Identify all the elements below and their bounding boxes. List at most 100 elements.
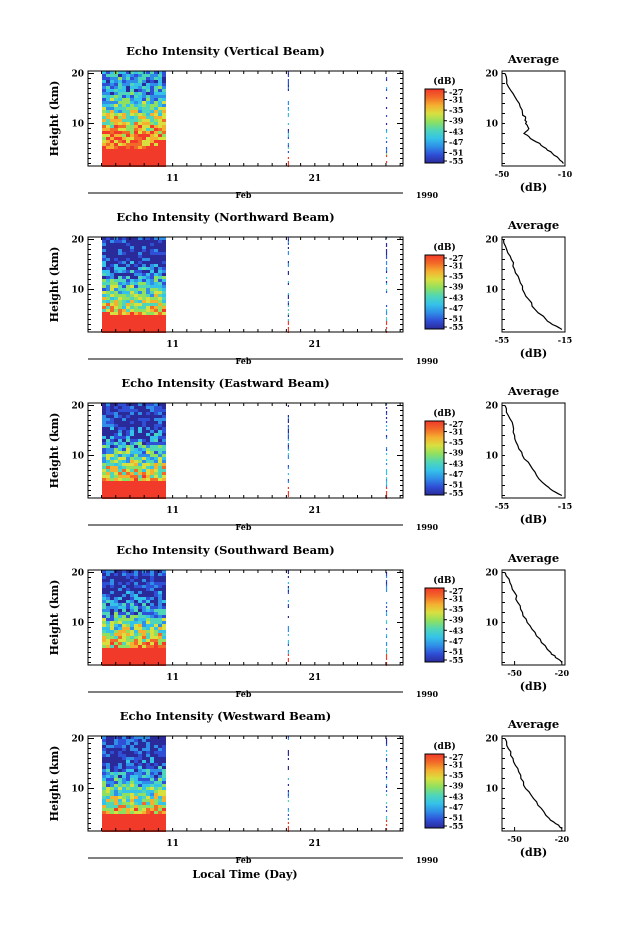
heatmap-streak xyxy=(287,131,290,133)
heatmap-cell xyxy=(122,736,126,739)
heatmap-cell xyxy=(138,107,142,110)
heatmap-cell xyxy=(106,657,110,660)
heatmap-cell xyxy=(106,128,110,131)
heatmap-cell xyxy=(114,745,118,748)
heatmap-cell xyxy=(154,573,158,576)
heatmap-cell xyxy=(158,742,162,745)
heatmap-cell xyxy=(150,576,154,579)
heatmap-cell xyxy=(142,481,146,484)
heatmap-cell xyxy=(162,249,166,252)
heatmap-cell xyxy=(114,442,118,445)
heatmap-cell xyxy=(142,158,146,161)
heatmap-cell xyxy=(134,95,138,98)
heatmap-cell xyxy=(102,439,106,442)
heatmap-cell xyxy=(102,606,106,609)
average-frame xyxy=(501,569,566,666)
heatmap-cell xyxy=(106,406,110,409)
heatmap-cell xyxy=(146,478,150,481)
heatmap-cell xyxy=(154,424,158,427)
heatmap-cell xyxy=(150,152,154,155)
heatmap-cell xyxy=(162,781,166,784)
heatmap-cell xyxy=(110,802,114,805)
heatmap-cell xyxy=(134,119,138,122)
heatmap-cell xyxy=(154,146,158,149)
heatmap-cell xyxy=(122,448,126,451)
heatmap-cell xyxy=(106,427,110,430)
heatmap-cell xyxy=(114,264,118,267)
heatmap-cell xyxy=(162,796,166,799)
heatmap-cell xyxy=(110,104,114,107)
heatmap-streak xyxy=(385,87,388,89)
heatmap-cell xyxy=(162,651,166,654)
heatmap-cell xyxy=(122,152,126,155)
heatmap-cell xyxy=(138,654,142,657)
heatmap-cell xyxy=(110,597,114,600)
heatmap-cell xyxy=(114,769,118,772)
panel-title: Echo Intensity (Vertical Beam) xyxy=(126,44,325,58)
heatmap-cell xyxy=(110,642,114,645)
heatmap-cell xyxy=(130,745,134,748)
avg-y-tick-label: 10 xyxy=(485,286,498,296)
heatmap-streak xyxy=(385,261,388,263)
heatmap-cell xyxy=(110,624,114,627)
heatmap-cell xyxy=(106,433,110,436)
heatmap-cell xyxy=(130,445,134,448)
heatmap-cell xyxy=(150,766,154,769)
heatmap-cell xyxy=(138,240,142,243)
heatmap-cell xyxy=(142,760,146,763)
heatmap-cell xyxy=(114,252,118,255)
heatmap-cell xyxy=(118,327,122,330)
heatmap-streak xyxy=(287,814,290,816)
heatmap-cell xyxy=(110,427,114,430)
heatmap-cell xyxy=(158,460,162,463)
heatmap-streak xyxy=(385,810,388,812)
heatmap-cell xyxy=(142,439,146,442)
heatmap-streak xyxy=(385,327,388,329)
heatmap-streak xyxy=(287,297,290,299)
heatmap-cell xyxy=(138,131,142,134)
heatmap-cell xyxy=(138,318,142,321)
heatmap-cell xyxy=(130,657,134,660)
heatmap-cell xyxy=(114,279,118,282)
heatmap-streak xyxy=(287,822,290,824)
heatmap-cell xyxy=(118,406,122,409)
heatmap-cell xyxy=(102,618,106,621)
heatmap-streak xyxy=(287,107,290,109)
heatmap-cell xyxy=(130,161,134,164)
heatmap-cell xyxy=(110,279,114,282)
heatmap-cell xyxy=(102,110,106,113)
heatmap-cell xyxy=(162,487,166,490)
heatmap-cell xyxy=(150,74,154,77)
heatmap-cell xyxy=(126,760,130,763)
heatmap-cell xyxy=(146,128,150,131)
heatmap-cell xyxy=(154,597,158,600)
heatmap-cell xyxy=(142,814,146,817)
heatmap-cell xyxy=(158,318,162,321)
heatmap-cell xyxy=(162,784,166,787)
heatmap-cell xyxy=(142,433,146,436)
heatmap-cell xyxy=(142,591,146,594)
colorbar xyxy=(424,88,445,164)
heatmap-cell xyxy=(118,454,122,457)
heatmap-cell xyxy=(150,633,154,636)
heatmap-streak xyxy=(287,590,290,592)
heatmap-cell xyxy=(142,763,146,766)
heatmap-cell xyxy=(146,158,150,161)
heatmap-cell xyxy=(146,454,150,457)
heatmap-cell xyxy=(126,71,130,74)
heatmap-cell xyxy=(114,600,118,603)
heatmap-cell xyxy=(138,651,142,654)
heatmap-cell xyxy=(146,475,150,478)
heatmap-cell xyxy=(162,451,166,454)
heatmap-cell xyxy=(154,418,158,421)
heatmap-cell xyxy=(138,790,142,793)
heatmap-cell xyxy=(118,149,122,152)
heatmap-cell xyxy=(158,475,162,478)
heatmap-streak xyxy=(385,786,388,788)
heatmap-cell xyxy=(150,107,154,110)
heatmap-cell xyxy=(106,403,110,406)
heatmap-cell xyxy=(146,101,150,104)
heatmap-cell xyxy=(138,606,142,609)
heatmap-cell xyxy=(134,273,138,276)
colorbar-tick-label: -35 xyxy=(449,437,463,447)
